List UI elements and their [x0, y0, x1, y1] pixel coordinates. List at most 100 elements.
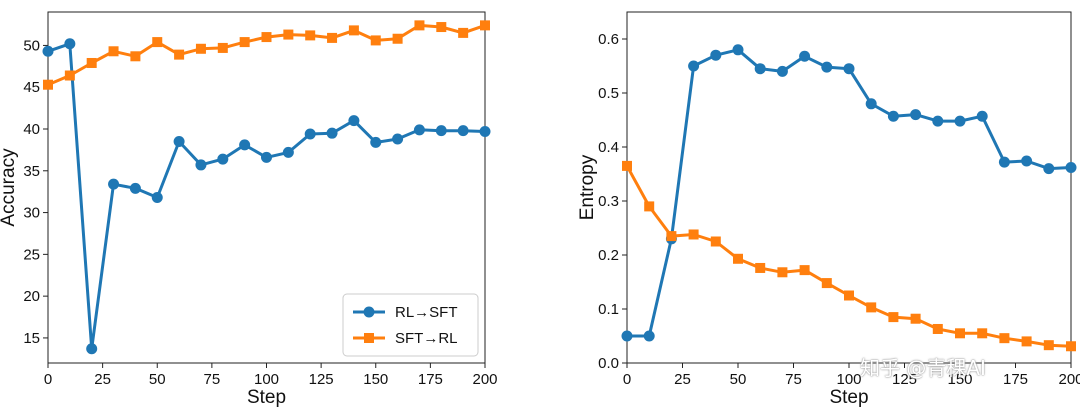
- data-point: [348, 115, 360, 127]
- data-point: [843, 63, 855, 75]
- data-point: [173, 136, 185, 148]
- y-tick-label: 40: [23, 121, 40, 138]
- data-point: [932, 115, 944, 127]
- accuracy-chart: 0 25 50 75 100 125 150 175 200 15 20 25 30 35 40 45 50 St…: [0, 11, 498, 408]
- data-point: [643, 330, 655, 342]
- data-point: [710, 236, 721, 247]
- legend-marker: [363, 306, 375, 318]
- data-point: [152, 37, 163, 48]
- x-tick-label: 125: [892, 371, 917, 388]
- data-point: [174, 49, 185, 60]
- data-point: [436, 22, 447, 33]
- data-point: [710, 49, 722, 61]
- y-axis-label: Accuracy: [0, 148, 19, 227]
- data-point: [666, 231, 677, 242]
- series-1: [622, 160, 1076, 352]
- data-point: [326, 127, 338, 139]
- data-point: [821, 61, 833, 73]
- data-point: [327, 32, 338, 43]
- data-point: [776, 65, 788, 77]
- x-tick-label: 125: [309, 371, 334, 388]
- data-point: [732, 44, 744, 56]
- data-point: [130, 51, 141, 62]
- data-point: [305, 30, 316, 41]
- data-point: [304, 128, 316, 140]
- series-0: [42, 38, 491, 355]
- data-point: [954, 115, 966, 127]
- data-point: [644, 201, 655, 212]
- y-tick-label: 0.0: [598, 355, 619, 372]
- data-point: [844, 290, 854, 301]
- y-tick-label: 0.2: [598, 247, 619, 264]
- data-point: [998, 156, 1010, 168]
- series-line: [625, 165, 1072, 348]
- data-point: [888, 312, 899, 323]
- watermark: 知乎 @青稞AI: [860, 356, 986, 380]
- data-point: [261, 151, 272, 163]
- x-tick-label: 200: [1058, 371, 1080, 388]
- data-point: [129, 182, 141, 194]
- legend-entry: RL→SFT: [395, 304, 458, 321]
- data-point: [865, 98, 877, 110]
- data-point: [999, 333, 1010, 344]
- data-point: [688, 60, 700, 72]
- legend-entry: SFT→RL: [395, 330, 458, 347]
- x-tick-label: 0: [623, 371, 631, 388]
- data-point: [108, 178, 120, 190]
- data-point: [195, 159, 207, 171]
- data-point: [413, 124, 425, 136]
- x-axis-label: Step: [829, 387, 868, 408]
- data-point: [151, 192, 163, 204]
- y-tick-label: 20: [23, 288, 40, 305]
- data-point: [1043, 340, 1054, 351]
- data-point: [866, 302, 877, 313]
- y-tick-label: 35: [23, 163, 40, 180]
- data-point: [799, 265, 810, 276]
- x-tick-label: 75: [785, 371, 802, 388]
- data-point: [910, 109, 922, 121]
- y-tick-label: 45: [23, 79, 40, 96]
- x-axis-label: Step: [247, 387, 286, 408]
- data-point: [392, 133, 404, 145]
- x-tick-label: 0: [44, 371, 52, 388]
- data-point: [955, 328, 965, 339]
- data-point: [479, 126, 491, 138]
- data-point: [622, 160, 632, 171]
- series-1: [43, 20, 490, 90]
- entropy-chart: 0 25 50 75 100 125 150 175 200 0.0 0.1 0.2 0.3 0.4 0.5…: [577, 11, 1080, 408]
- data-point: [1043, 163, 1055, 175]
- legend-marker: [364, 333, 374, 343]
- x-tick-label: 100: [836, 371, 861, 388]
- legend-box: [342, 293, 479, 357]
- data-point: [43, 79, 53, 90]
- data-point: [370, 35, 381, 46]
- data-point: [754, 63, 766, 75]
- x-tick-label: 175: [418, 371, 443, 388]
- data-point: [86, 343, 98, 355]
- data-point: [217, 153, 229, 165]
- y-tick-label: 0.1: [598, 301, 619, 318]
- data-point: [1065, 162, 1077, 174]
- data-point: [932, 323, 943, 334]
- data-point: [799, 50, 811, 62]
- x-tick-label: 100: [254, 371, 279, 388]
- data-point: [64, 70, 75, 81]
- data-point: [910, 313, 921, 324]
- y-tick-label: 30: [23, 205, 40, 222]
- x-tick-label: 150: [363, 371, 388, 388]
- x-tick-label: 25: [94, 371, 111, 388]
- data-point: [1021, 155, 1033, 167]
- y-tick-label: 50: [23, 37, 40, 54]
- data-point: [621, 330, 633, 342]
- x-tick-label: 25: [674, 371, 691, 388]
- data-point: [688, 229, 699, 240]
- data-point: [283, 29, 294, 40]
- data-point: [370, 136, 382, 148]
- y-tick-label: 0.4: [598, 139, 619, 156]
- data-point: [42, 45, 54, 57]
- data-point: [777, 267, 788, 278]
- data-point: [64, 38, 76, 50]
- data-point: [480, 20, 490, 31]
- data-point: [457, 125, 469, 137]
